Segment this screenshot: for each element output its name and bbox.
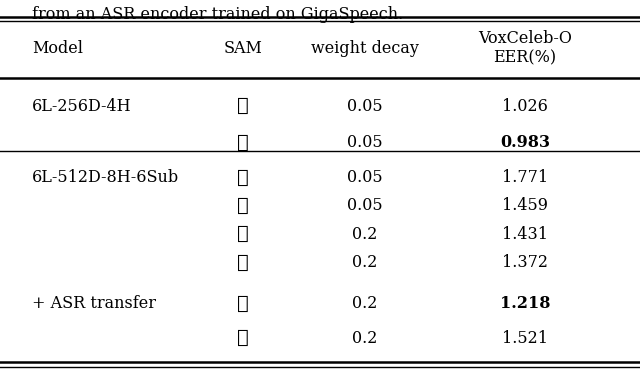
Text: 1.218: 1.218	[500, 295, 550, 313]
Text: weight decay: weight decay	[311, 40, 419, 57]
Text: ✗: ✗	[237, 329, 249, 347]
Text: ✓: ✓	[237, 197, 249, 215]
Text: ✓: ✓	[237, 295, 249, 313]
Text: 0.05: 0.05	[347, 134, 383, 151]
Text: 1.521: 1.521	[502, 330, 548, 347]
Text: ✓: ✓	[237, 254, 249, 272]
Text: 1.459: 1.459	[502, 197, 548, 214]
Text: 6L-256D-4H: 6L-256D-4H	[32, 98, 132, 115]
Text: 0.05: 0.05	[347, 169, 383, 186]
Text: 0.05: 0.05	[347, 98, 383, 115]
Text: 1.771: 1.771	[502, 169, 548, 186]
Text: ✗: ✗	[237, 169, 249, 186]
Text: 1.431: 1.431	[502, 226, 548, 243]
Text: 0.983: 0.983	[500, 134, 550, 151]
Text: SAM: SAM	[224, 40, 262, 57]
Text: ✗: ✗	[237, 97, 249, 115]
Text: 0.2: 0.2	[352, 226, 378, 243]
Text: VoxCeleb-O
EER(%): VoxCeleb-O EER(%)	[478, 30, 572, 67]
Text: from an ASR encoder trained on GigaSpeech.: from an ASR encoder trained on GigaSpeec…	[32, 6, 403, 23]
Text: 6L-512D-8H-6Sub: 6L-512D-8H-6Sub	[32, 169, 179, 186]
Text: 0.2: 0.2	[352, 295, 378, 313]
Text: ✗: ✗	[237, 225, 249, 243]
Text: 1.372: 1.372	[502, 254, 548, 271]
Text: + ASR transfer: + ASR transfer	[32, 295, 156, 313]
Text: 1.026: 1.026	[502, 98, 548, 115]
Text: ✓: ✓	[237, 134, 249, 152]
Text: Model: Model	[32, 40, 83, 57]
Text: 0.2: 0.2	[352, 330, 378, 347]
Text: 0.2: 0.2	[352, 254, 378, 271]
Text: 0.05: 0.05	[347, 197, 383, 214]
